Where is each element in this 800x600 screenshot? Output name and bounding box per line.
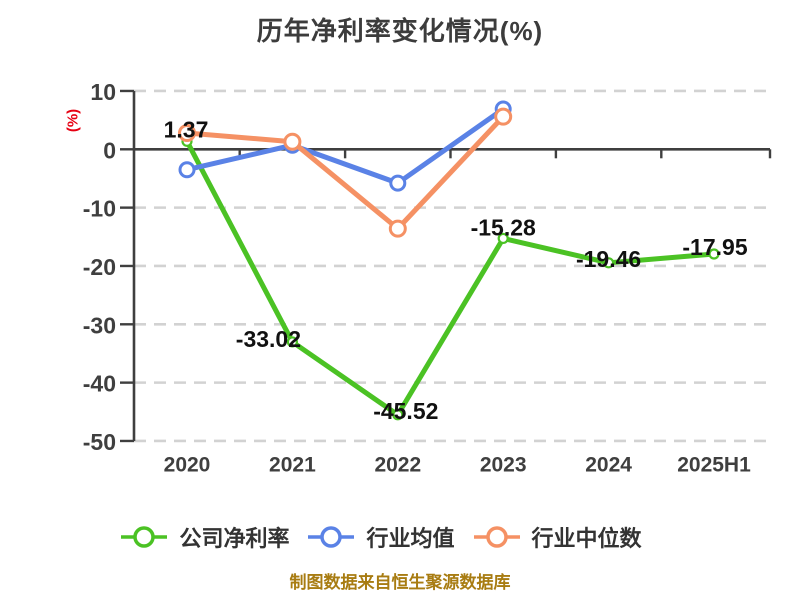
legend-item-industry-mean[interactable]: 行业均值 [307,521,455,553]
data-point-label: -33.02 [236,326,301,352]
data-point-label: -19.46 [576,246,641,272]
data-point-industry-mean-2022 [389,174,407,192]
data-point-industry-median-2021 [283,132,302,151]
series-line-industry-median [184,114,506,232]
series-line-industry-mean [184,106,506,186]
line-chart-canvas: 10 0 -10 -20 -30 -40 -50 2020 2021 2022 2023 2024 20… [83,79,772,477]
data-point-label: -15.28 [471,214,536,240]
industry-mean-legend-marker-icon [308,526,355,548]
x-axis-label: 2020 [164,454,211,477]
data-point-label: -45.52 [373,398,438,424]
y-tick-label: -30 [83,312,116,338]
chart-title: 历年净利率变化情况(%) [256,16,544,46]
legend-item-company-net-margin[interactable]: 公司净利率 [120,521,289,553]
data-point-company-net-margin-2025H1 [708,248,720,260]
data-point-industry-mean-2020 [178,161,196,179]
company-net-margin-legend-marker-icon [121,526,168,548]
y-tick-label: -40 [83,371,116,397]
y-tick-label: -20 [83,254,116,280]
y-tick-label: -10 [83,196,116,222]
y-tick-label: 0 [103,137,116,163]
x-axis-label: 2021 [269,454,316,477]
legend-item-label: 公司净利率 [179,526,290,551]
data-point-company-net-margin-2023 [497,232,509,245]
legend-item-label: 行业中位数 [531,526,642,551]
data-point-industry-median-2022 [388,219,407,238]
data-point-company-net-margin-2024 [602,257,615,269]
data-point-label: -17.95 [682,234,747,260]
data-point-company-net-margin-2021 [286,336,298,348]
x-axis-label: 2025H1 [677,454,751,477]
data-point-industry-median-2023 [494,107,513,126]
y-tick-label: 10 [90,79,116,105]
chart-legend: 公司净利率 行业均值 行业中位数 [0,521,800,553]
legend-item-industry-median[interactable]: 行业中位数 [473,521,642,553]
x-axis-label: 2022 [374,454,421,477]
y-tick-label: -50 [83,429,116,455]
industry-median-legend-marker-icon [473,526,520,548]
data-source-note: 制图数据来自恒生聚源数据库 [289,573,511,592]
legend-item-label: 行业均值 [366,526,455,551]
data-point-company-net-margin-2022 [392,409,404,421]
data-point-industry-median-2020 [178,123,196,142]
x-axis-label: 2024 [585,454,632,477]
x-axis-label: 2023 [480,454,527,477]
data-point-label: 1.37 [164,116,209,142]
series-line-company-net-margin [184,138,717,418]
